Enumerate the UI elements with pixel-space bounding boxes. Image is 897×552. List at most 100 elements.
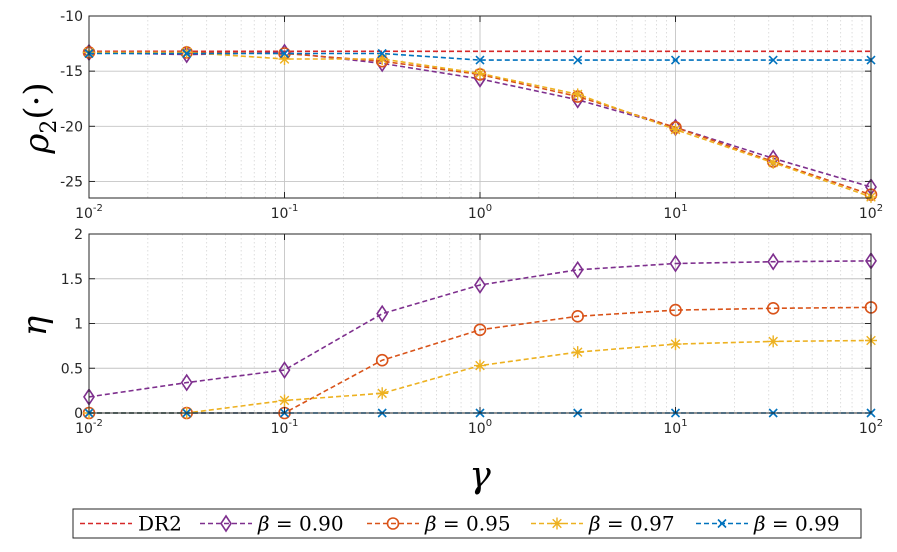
bottom-x-tick-label: 10-1 (271, 418, 299, 437)
top-series-b099-point (182, 48, 192, 59)
bottom-series-b095-point (669, 303, 682, 317)
y-axis-label-eta: η (15, 315, 55, 336)
top-x-tick-label: 100 (468, 203, 492, 222)
bottom-series-b097 (83, 334, 877, 419)
top-series-b097-point (278, 53, 291, 66)
bottom-x-tick-label: 101 (663, 418, 687, 437)
bottom-y-tick-label: 0 (74, 406, 83, 422)
bottom-y-tick-label: 2 (74, 227, 83, 243)
bottom-series-b097-point (767, 335, 780, 348)
top-series-b099-line (89, 52, 871, 61)
legend-label-var: β (588, 512, 601, 536)
x-tick-base: 10 (271, 206, 289, 222)
legend-label-dr2: DR2 (138, 512, 182, 536)
y-axis-label-rho: ρ2(·) (17, 82, 62, 154)
bottom-series-b097-point (376, 387, 389, 400)
x-tick-base: 10 (663, 421, 681, 437)
top-series-b099-point (670, 55, 681, 65)
x-tick-exponent: -1 (288, 418, 298, 429)
bottom-series-b090 (83, 251, 877, 406)
top-x-tick-label: 101 (663, 203, 687, 222)
bottom-series-b090-point (376, 304, 389, 323)
top-x-tick-label: 10-1 (271, 203, 299, 222)
x-tick-exponent: 2 (877, 203, 883, 214)
bottom-series-b095-point (766, 301, 780, 315)
legend-marker-b095 (386, 517, 400, 530)
legend-label-b090: β = 0.90 (257, 512, 344, 536)
top-series-b097-point (474, 67, 486, 80)
x-tick-base: 10 (75, 206, 93, 222)
top-y-tick-label: -15 (60, 64, 83, 80)
top-y-tick-label: -20 (60, 119, 83, 135)
x-tick-exponent: -2 (93, 418, 103, 429)
bottom-x-tick-label: 10-2 (75, 418, 103, 437)
bottom-x-tick-label: 102 (859, 418, 883, 437)
bottom-series-b097-point (278, 394, 291, 407)
top-x-tick-label: 102 (859, 203, 883, 222)
legend-item-b099: β = 0.99 (696, 512, 840, 536)
x-tick-exponent: 2 (877, 418, 883, 429)
legend-item-dr2: DR2 (80, 512, 182, 536)
x-axis-label-gamma: γ (469, 455, 491, 496)
top-y-tick-label: -25 (60, 174, 83, 190)
top-series-b097-point (376, 53, 389, 66)
top-series-b099-point (768, 55, 778, 65)
legend-label-var: β (424, 512, 437, 536)
bottom-x-tick-label: 100 (468, 418, 492, 437)
top-series-b097-point (669, 123, 682, 136)
legend-label-val: = 0.90 (270, 512, 344, 536)
bottom-y-tick-label: 1 (74, 317, 83, 333)
top-x-tick-label: 10-2 (75, 203, 103, 222)
legend-label-val: = 0.95 (437, 512, 511, 536)
bottom-series-b097-point (474, 359, 486, 372)
legend-label-b095: β = 0.95 (424, 512, 511, 536)
top-series-b099-point (573, 55, 583, 65)
bottom-y-tick-label: 0.5 (61, 361, 83, 377)
top-series-b099-point (377, 48, 387, 59)
bottom-series-b097-point (669, 338, 682, 351)
bottom-series-b095-point (571, 310, 584, 323)
bottom-y-tick-label: 1.5 (61, 272, 83, 288)
bottom-series-b097-point (571, 346, 584, 359)
x-tick-base: 10 (859, 421, 877, 437)
x-tick-exponent: 1 (681, 418, 687, 429)
y-axis-label-rho-sub: 2 (37, 120, 62, 134)
top-series-b099 (84, 48, 876, 65)
bottom-series-b090-point (474, 276, 486, 294)
bottom-series-b090-point (669, 254, 682, 273)
x-tick-exponent: -2 (93, 203, 103, 214)
x-tick-base: 10 (468, 206, 486, 222)
legend: DR2 β = 0.90 β = 0.95 β = 0.97 β = 0.99 (72, 508, 862, 539)
legend-label-b099: β = 0.99 (753, 512, 840, 536)
x-tick-exponent: 0 (486, 418, 492, 429)
bottom-series-b090-line (88, 260, 872, 398)
legend-label-val: = 0.99 (766, 512, 840, 536)
legend-item-b090: β = 0.90 (200, 512, 344, 536)
x-tick-base: 10 (271, 421, 289, 437)
bottom-series-b095-point (375, 353, 389, 367)
legend-label-val: = 0.97 (601, 512, 675, 536)
x-tick-exponent: 0 (486, 203, 492, 214)
x-tick-base: 10 (859, 206, 877, 222)
top-y-tick-label: -10 (60, 9, 83, 25)
bottom-series-b090-point (767, 252, 780, 271)
bottom-series-b095-point (473, 323, 487, 337)
legend-item-b095: β = 0.95 (367, 512, 511, 536)
legend-label-var: β (257, 512, 270, 536)
top-series-b097-point (571, 88, 584, 101)
top-series-b099-point (475, 55, 485, 65)
legend-marker-b099 (717, 518, 727, 529)
x-tick-base: 10 (468, 421, 486, 437)
legend-marker-b097 (551, 517, 563, 530)
top-series-b097-point (767, 156, 780, 169)
bottom-series-b090-point (180, 373, 193, 392)
legend-label-var: β (753, 512, 766, 536)
x-tick-base: 10 (75, 421, 93, 437)
x-tick-exponent: 1 (681, 203, 687, 214)
bottom-series-b090-point (278, 361, 291, 379)
legend-item-b097: β = 0.97 (531, 512, 675, 536)
y-axis-label-rho-tail: (·) (17, 82, 57, 119)
